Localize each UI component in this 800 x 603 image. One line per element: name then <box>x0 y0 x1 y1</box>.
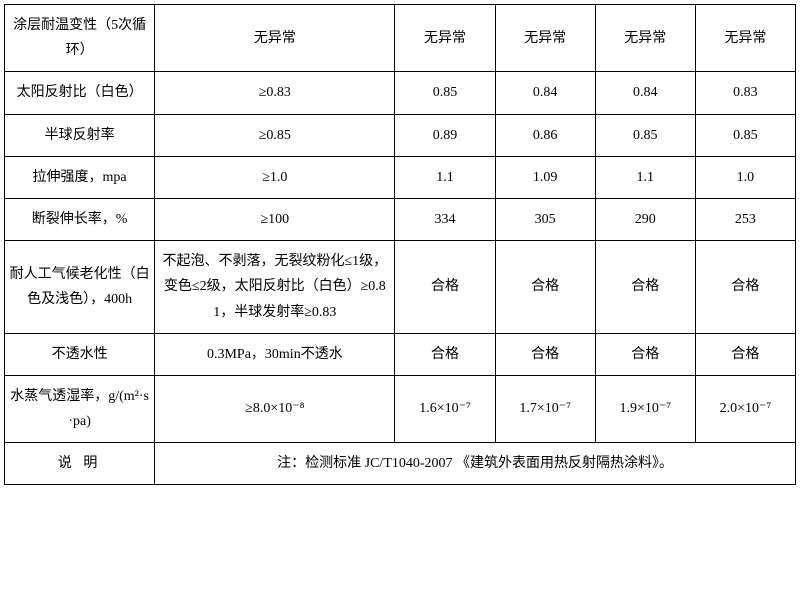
row-v4: 合格 <box>695 241 795 334</box>
row-v1: 334 <box>395 198 495 240</box>
row-v1: 合格 <box>395 241 495 334</box>
row-v3: 合格 <box>595 241 695 334</box>
row-v2: 无异常 <box>495 5 595 72</box>
row-v4: 合格 <box>695 333 795 375</box>
row-v4: 1.0 <box>695 156 795 198</box>
row-v3: 1.1 <box>595 156 695 198</box>
row-spec: 0.3MPa，30min不透水 <box>155 333 395 375</box>
row-v3: 0.84 <box>595 72 695 114</box>
row-label: 太阳反射比（白色） <box>5 72 155 114</box>
row-label: 拉伸强度，mpa <box>5 156 155 198</box>
row-v4: 253 <box>695 198 795 240</box>
table-row: 拉伸强度，mpa ≥1.0 1.1 1.09 1.1 1.0 <box>5 156 796 198</box>
row-spec: ≥0.83 <box>155 72 395 114</box>
row-v3: 0.85 <box>595 114 695 156</box>
row-v1: 合格 <box>395 333 495 375</box>
table-note-row: 说 明 注：检测标准 JC/T1040-2007 《建筑外表面用热反射隔热涂料》… <box>5 443 796 485</box>
row-v2: 1.7×10⁻⁷ <box>495 375 595 442</box>
row-v4: 0.85 <box>695 114 795 156</box>
row-label: 涂层耐温变性（5次循环） <box>5 5 155 72</box>
row-v2: 0.84 <box>495 72 595 114</box>
note-text: 注：检测标准 JC/T1040-2007 《建筑外表面用热反射隔热涂料》。 <box>155 443 796 485</box>
row-v1: 0.89 <box>395 114 495 156</box>
row-spec: ≥8.0×10⁻⁸ <box>155 375 395 442</box>
row-v4: 0.83 <box>695 72 795 114</box>
table-row: 半球反射率 ≥0.85 0.89 0.86 0.85 0.85 <box>5 114 796 156</box>
row-spec: ≥100 <box>155 198 395 240</box>
row-v2: 1.09 <box>495 156 595 198</box>
table-row: 耐人工气候老化性（白色及浅色），400h 不起泡、不剥落，无裂纹粉化≤1级，变色… <box>5 241 796 334</box>
row-spec: ≥0.85 <box>155 114 395 156</box>
row-spec: ≥1.0 <box>155 156 395 198</box>
row-label: 耐人工气候老化性（白色及浅色），400h <box>5 241 155 334</box>
row-v2: 305 <box>495 198 595 240</box>
table-row: 涂层耐温变性（5次循环） 无异常 无异常 无异常 无异常 无异常 <box>5 5 796 72</box>
row-v1: 0.85 <box>395 72 495 114</box>
row-spec: 无异常 <box>155 5 395 72</box>
table-row: 不透水性 0.3MPa，30min不透水 合格 合格 合格 合格 <box>5 333 796 375</box>
row-v2: 合格 <box>495 241 595 334</box>
row-v3: 无异常 <box>595 5 695 72</box>
row-label: 半球反射率 <box>5 114 155 156</box>
row-label: 不透水性 <box>5 333 155 375</box>
row-label: 水蒸气透湿率，g/(m²·s·pa) <box>5 375 155 442</box>
row-v1: 无异常 <box>395 5 495 72</box>
table-row: 太阳反射比（白色） ≥0.83 0.85 0.84 0.84 0.83 <box>5 72 796 114</box>
row-spec: 不起泡、不剥落，无裂纹粉化≤1级，变色≤2级，太阳反射比（白色）≥0.81，半球… <box>155 241 395 334</box>
table-row: 断裂伸长率，% ≥100 334 305 290 253 <box>5 198 796 240</box>
row-label: 断裂伸长率，% <box>5 198 155 240</box>
row-v2: 0.86 <box>495 114 595 156</box>
row-v3: 合格 <box>595 333 695 375</box>
row-v2: 合格 <box>495 333 595 375</box>
row-v1: 1.1 <box>395 156 495 198</box>
spec-table: 涂层耐温变性（5次循环） 无异常 无异常 无异常 无异常 无异常 太阳反射比（白… <box>4 4 796 485</box>
row-v3: 1.9×10⁻⁷ <box>595 375 695 442</box>
row-v1: 1.6×10⁻⁷ <box>395 375 495 442</box>
row-v4: 无异常 <box>695 5 795 72</box>
row-v3: 290 <box>595 198 695 240</box>
note-label: 说 明 <box>5 443 155 485</box>
table-body: 涂层耐温变性（5次循环） 无异常 无异常 无异常 无异常 无异常 太阳反射比（白… <box>5 5 796 485</box>
row-v4: 2.0×10⁻⁷ <box>695 375 795 442</box>
table-row: 水蒸气透湿率，g/(m²·s·pa) ≥8.0×10⁻⁸ 1.6×10⁻⁷ 1.… <box>5 375 796 442</box>
